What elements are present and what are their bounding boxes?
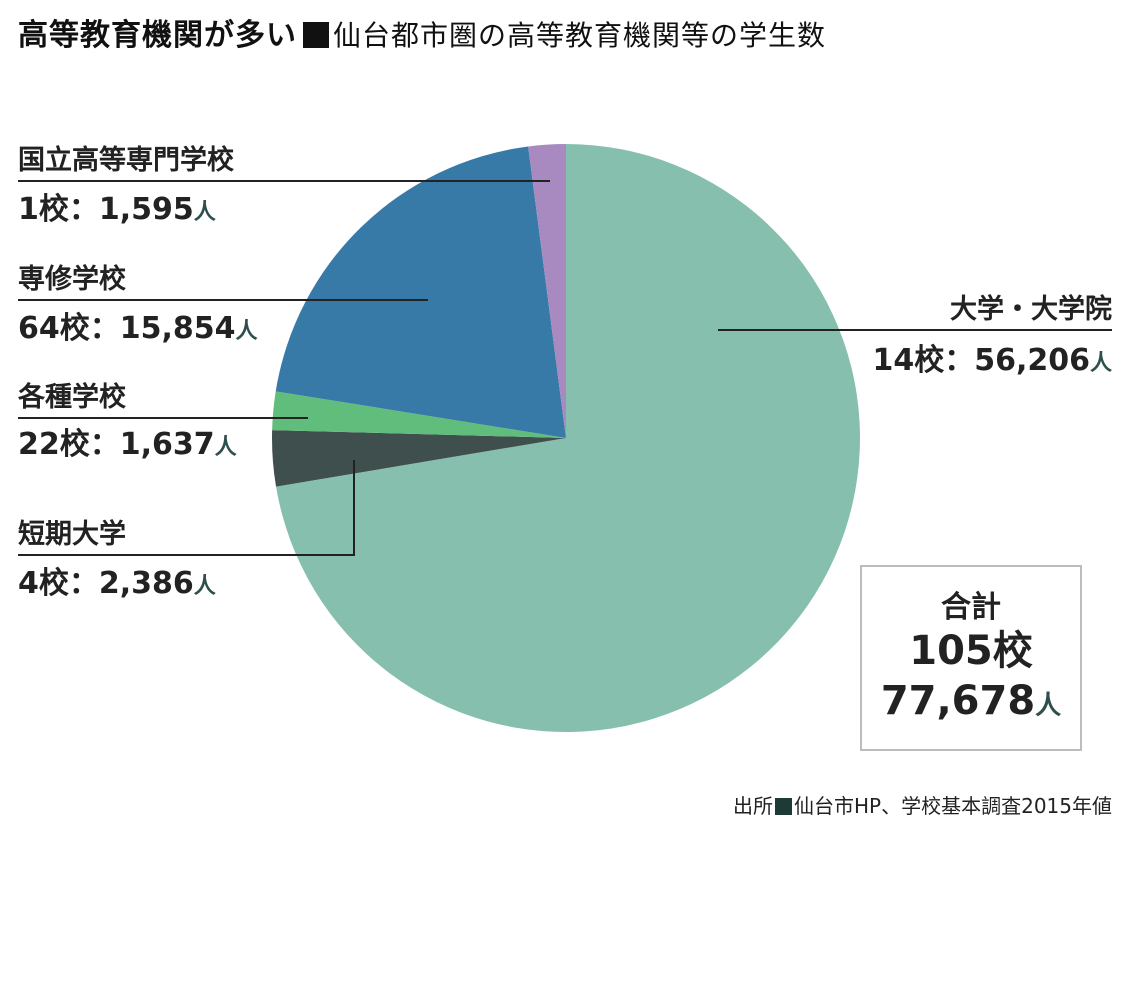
slice-label-name-3: 専修学校 [18, 263, 126, 295]
pie-slice-0 [276, 144, 860, 732]
pie-slice-4 [528, 144, 566, 438]
total-students: 77,678人 [862, 675, 1080, 732]
chart-title: 高等教育機関が多い [18, 18, 297, 53]
slice-label-count-0: 14校：56,206人 [872, 343, 1112, 378]
pie-slice-2 [272, 391, 566, 438]
title-separator-square [303, 22, 329, 48]
source-square [775, 798, 792, 815]
slice-label-count-4: 1校：1,595人 [18, 192, 216, 227]
leader-line-1 [18, 460, 355, 556]
pie-slice-3 [275, 146, 566, 438]
slice-label-name-0: 大学・大学院 [950, 293, 1112, 325]
chart-title-row: 高等教育機関が多い 仙台都市圏の高等教育機関等の学生数 [18, 10, 826, 54]
source-note: 出所 仙台市HP、学校基本調査2015年値 [733, 790, 1112, 819]
slice-label-count-3: 64校：15,854人 [18, 311, 258, 346]
slice-label-count-1: 4校：2,386人 [18, 566, 216, 601]
slice-label-count-2: 22校：1,637人 [18, 427, 237, 462]
slice-label-name-2: 各種学校 [17, 381, 126, 413]
slice-label-name-1: 短期大学 [18, 518, 126, 550]
source-prefix: 出所 [733, 794, 773, 818]
chart-subtitle: 仙台都市圏の高等教育機関等の学生数 [333, 19, 827, 52]
pie-slice-1 [272, 430, 566, 487]
total-students-unit: 人 [1035, 691, 1062, 721]
total-label: 合計 [941, 590, 1001, 625]
total-schools: 105校 [909, 628, 1033, 674]
total-students-value: 77,678 [880, 678, 1036, 724]
source-text: 仙台市HP、学校基本調査2015年値 [794, 794, 1112, 818]
slice-label-name-4: 国立高等専門学校 [18, 144, 234, 176]
total-box: 合計 105校 77,678人 [860, 565, 1082, 751]
